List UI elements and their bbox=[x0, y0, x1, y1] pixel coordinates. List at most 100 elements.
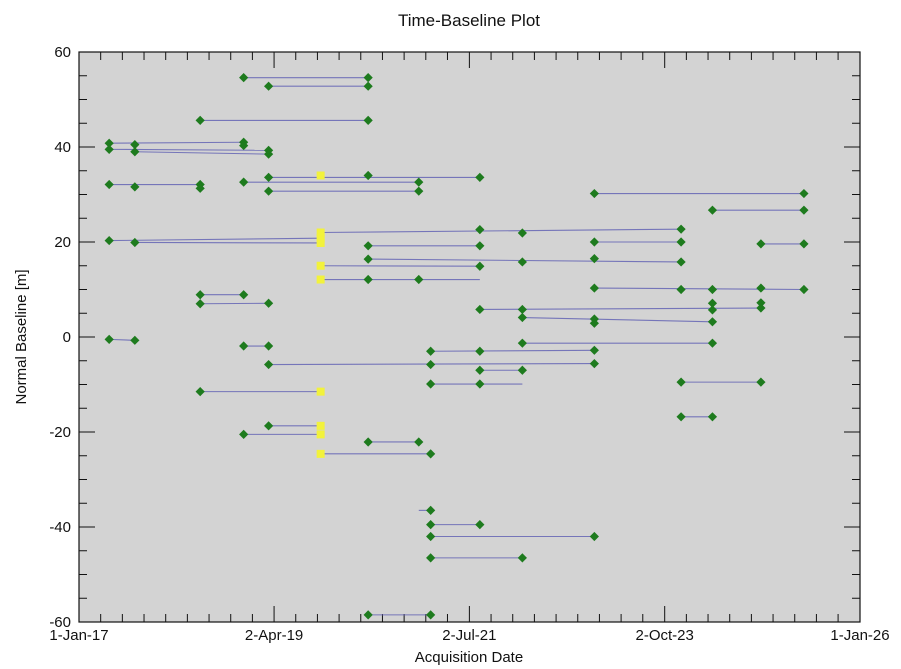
acquisition-point bbox=[426, 449, 436, 459]
reference-acquisition-point bbox=[316, 275, 325, 284]
baseline-connection bbox=[109, 141, 244, 144]
acquisition-point bbox=[475, 304, 485, 315]
acquisition-point bbox=[130, 237, 140, 248]
reference-acquisition-point bbox=[316, 449, 325, 458]
baseline-connection bbox=[134, 151, 269, 155]
y-tick-label: 20 bbox=[54, 234, 71, 251]
acquisition-points bbox=[104, 73, 809, 620]
acquisition-point bbox=[707, 298, 718, 308]
minor-ticks bbox=[79, 52, 860, 622]
baseline-connection bbox=[430, 349, 595, 352]
acquisition-point bbox=[104, 179, 114, 190]
acquisition-point bbox=[130, 147, 140, 157]
y-tick-label: -60 bbox=[49, 614, 71, 631]
acquisition-point bbox=[589, 359, 599, 369]
acquisition-point bbox=[799, 239, 809, 249]
acquisition-point bbox=[130, 335, 140, 345]
acquisition-point bbox=[676, 237, 686, 247]
acquisition-point bbox=[426, 531, 436, 542]
acquisition-point bbox=[363, 115, 373, 125]
acquisition-point bbox=[756, 298, 766, 308]
acquisition-point bbox=[264, 298, 274, 308]
acquisition-point bbox=[414, 274, 424, 285]
acquisition-point bbox=[589, 188, 599, 199]
acquisition-point bbox=[363, 254, 373, 264]
acquisition-point bbox=[426, 610, 436, 620]
baseline-connection bbox=[109, 237, 321, 242]
acquisition-point bbox=[475, 241, 485, 251]
acquisition-point bbox=[414, 437, 424, 447]
acquisition-point bbox=[517, 365, 527, 375]
acquisition-point bbox=[517, 257, 527, 267]
acquisition-point bbox=[104, 144, 114, 154]
acquisition-point bbox=[475, 261, 485, 271]
acquisition-point bbox=[264, 172, 274, 182]
acquisition-point bbox=[264, 81, 274, 91]
acquisition-point bbox=[195, 290, 205, 300]
acquisition-point bbox=[363, 274, 373, 285]
acquisition-point bbox=[707, 317, 718, 327]
baseline-connection bbox=[320, 228, 682, 234]
acquisition-point bbox=[756, 283, 766, 293]
acquisition-point bbox=[363, 73, 373, 83]
acquisition-point bbox=[475, 225, 485, 235]
connection-lines bbox=[109, 77, 804, 616]
acquisition-point bbox=[195, 183, 205, 193]
acquisition-point bbox=[707, 284, 718, 295]
acquisition-point bbox=[475, 365, 485, 375]
acquisition-point bbox=[104, 235, 114, 246]
baseline-connection bbox=[522, 316, 713, 323]
acquisition-point bbox=[589, 531, 599, 542]
acquisition-point bbox=[426, 379, 436, 389]
acquisition-point bbox=[104, 138, 114, 148]
acquisition-point bbox=[676, 377, 686, 387]
acquisition-point bbox=[707, 412, 718, 422]
acquisition-point bbox=[426, 505, 436, 515]
acquisition-point bbox=[414, 186, 424, 196]
x-tick-label: 1-Jan-17 bbox=[49, 627, 108, 644]
acquisition-point bbox=[589, 237, 599, 247]
acquisition-point bbox=[475, 172, 485, 182]
acquisition-point bbox=[239, 341, 249, 351]
major-ticks bbox=[78, 51, 861, 623]
reference-acquisition-point bbox=[316, 238, 325, 247]
acquisition-point bbox=[799, 205, 809, 215]
acquisition-point bbox=[239, 290, 249, 300]
acquisition-point bbox=[414, 177, 424, 187]
y-tick-label: 40 bbox=[54, 139, 71, 156]
reference-acquisition-point bbox=[316, 228, 325, 237]
y-axis-title: Normal Baseline [m] bbox=[13, 269, 30, 404]
acquisition-point bbox=[517, 338, 527, 348]
acquisition-point bbox=[756, 377, 766, 387]
acquisition-point bbox=[363, 610, 373, 620]
acquisition-point bbox=[363, 437, 373, 447]
acquisition-point bbox=[517, 304, 527, 315]
y-tick-label: 60 bbox=[54, 44, 71, 61]
baseline-connection bbox=[594, 287, 804, 291]
acquisition-point bbox=[264, 149, 274, 159]
acquisition-point bbox=[475, 520, 485, 530]
reference-acquisition-point bbox=[316, 430, 325, 439]
acquisition-point bbox=[475, 346, 485, 356]
x-tick-label: 2-Jul-21 bbox=[442, 627, 496, 644]
acquisition-point bbox=[239, 73, 249, 83]
acquisition-point bbox=[239, 429, 249, 439]
acquisition-point bbox=[195, 299, 205, 309]
acquisition-point bbox=[799, 284, 809, 295]
acquisition-point bbox=[195, 115, 205, 125]
acquisition-point bbox=[799, 188, 809, 199]
acquisition-point bbox=[676, 224, 686, 234]
y-tick-label: -20 bbox=[49, 424, 71, 441]
reference-acquisition-point bbox=[316, 171, 325, 180]
acquisition-point bbox=[589, 283, 599, 293]
acquisition-point bbox=[756, 239, 766, 249]
reference-acquisition-point bbox=[316, 387, 325, 396]
acquisition-point bbox=[239, 177, 249, 187]
x-tick-labels: 1-Jan-17 2-Apr-19 2-Jul-21 2-Oct-23 1-Jan-26 bbox=[49, 627, 889, 644]
acquisition-point bbox=[363, 241, 373, 251]
acquisition-point bbox=[264, 186, 274, 196]
reference-acquisition-point bbox=[316, 234, 325, 243]
acquisition-point bbox=[363, 170, 373, 181]
acquisition-point bbox=[707, 205, 718, 215]
